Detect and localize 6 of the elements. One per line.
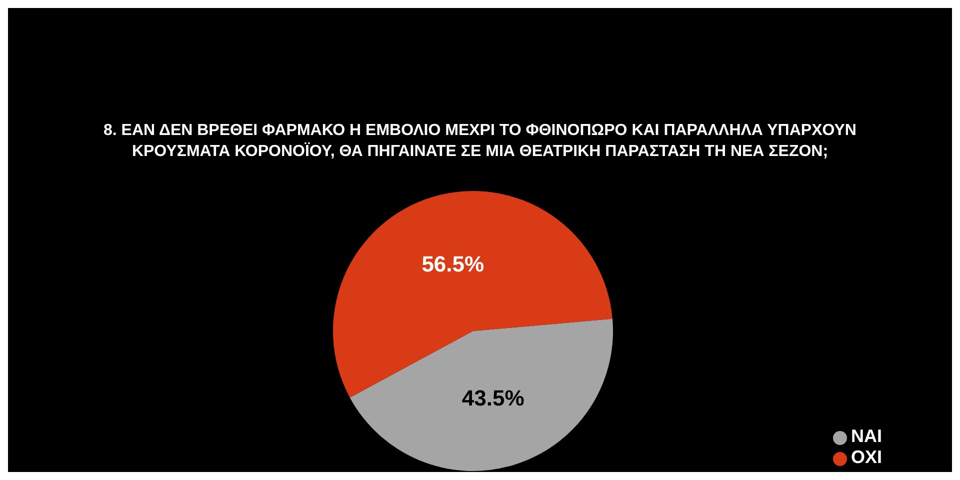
legend-label: ΟΧΙ [850,447,882,467]
data-label: 43.5% [462,386,524,411]
pie-slice [350,318,613,471]
data-label: 56.5% [422,251,484,276]
chart-title: 8. ΕΑΝ ΔΕΝ ΒΡΕΘΕΙ ΦΑΡΜΑΚΟ Η ΕΜΒΟΛΙΟ ΜΕΧΡΙ ΤΟ ΦΘΙΝΟΠΩΡΟ ΚΑΙ ΠΑΡΑΛΛΗΛΑ ΥΠΑΡΧΟΥΝ ΚΡΟΥΣΜΑΤΑ ΚΟΡΟΝΟΪΟΥ, ΘΑ ΠΗΓΑΙΝΑΤΕ ΣΕ ΜΙΑ ΘΕΑΤΡΙΚΗ ΠΑΡΑΣΤΑΣΗ ΤΗ ΝΕΑ ΣΕΖΟΝ; [102,121,858,162]
legend-label: ΝΑΙ [850,426,882,446]
